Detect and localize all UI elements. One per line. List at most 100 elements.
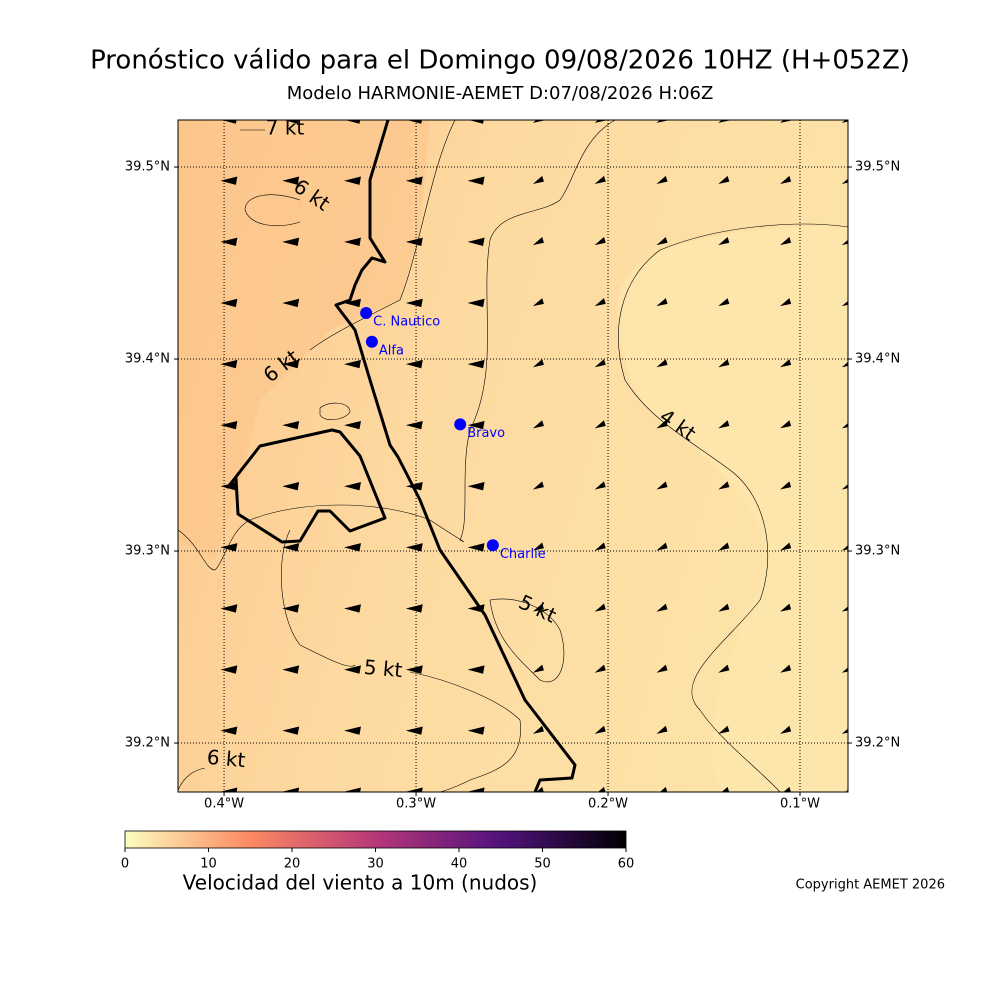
wind-arrow xyxy=(220,543,238,552)
wind-arrow xyxy=(344,176,361,185)
wind-arrow xyxy=(405,726,423,735)
wind-arrow xyxy=(718,298,730,307)
wind-arrow xyxy=(405,665,423,674)
x-tick-label: 0.1°W xyxy=(780,797,820,812)
colorbar-label: Velocidad del viento a 10m (nudos) xyxy=(183,871,538,895)
y-tick-label-right: 39.5°N xyxy=(855,160,900,175)
wind-arrow xyxy=(220,298,238,308)
x-tick-label: 0.4°W xyxy=(204,797,244,812)
station-marker xyxy=(360,306,373,319)
wind-arrow xyxy=(282,359,300,369)
wind-arrow xyxy=(344,420,361,430)
y-tick-label-right: 39.4°N xyxy=(855,352,900,367)
wind-arrow xyxy=(718,420,730,429)
colorbar-tick-label: 0 xyxy=(121,857,129,872)
wind-arrow xyxy=(532,420,544,429)
wind-arrow xyxy=(780,359,792,368)
wind-arrow xyxy=(532,236,544,246)
contour-label: 7 kt xyxy=(266,116,305,140)
weaker-wind-zone xyxy=(617,225,848,792)
wind-arrow xyxy=(656,175,668,184)
wind-arrow xyxy=(718,725,730,734)
wind-arrow xyxy=(405,543,423,552)
wind-arrow xyxy=(405,359,423,369)
colorbar-ticks: 0 10 20 30 40 50 60 xyxy=(121,848,634,872)
wind-arrow xyxy=(220,726,238,735)
y-tick-label: 39.4°N xyxy=(125,352,170,367)
colorbar-tick-label: 60 xyxy=(618,857,635,872)
wind-arrow xyxy=(405,176,423,185)
wind-arrow xyxy=(532,725,544,734)
station-marker xyxy=(486,539,499,552)
stronger-wind-zone xyxy=(178,120,430,560)
wind-arrow xyxy=(344,359,361,369)
wind-arrow xyxy=(594,481,606,490)
wind-arrow xyxy=(718,175,730,184)
y-tick-label: 39.2°N xyxy=(125,736,170,751)
wind-arrow xyxy=(344,482,361,491)
wind-arrow xyxy=(405,420,423,430)
wind-arrow xyxy=(780,542,792,551)
wind-arrow xyxy=(594,236,606,246)
colorbar xyxy=(124,830,627,849)
y-tick-label-right: 39.2°N xyxy=(855,736,900,751)
wind-arrow xyxy=(220,604,238,613)
wind-arrow xyxy=(467,543,485,552)
wind-arrow xyxy=(718,664,730,673)
wind-arrow xyxy=(841,603,848,612)
colorbar-tick-label: 50 xyxy=(534,857,551,872)
wind-arrow xyxy=(718,120,730,123)
wind-arrow xyxy=(841,298,848,307)
wind-arrow xyxy=(594,359,606,368)
contours xyxy=(178,120,848,792)
wind-arrow xyxy=(594,603,606,612)
colorbar-tick-label: 30 xyxy=(367,857,384,872)
wind-arrow xyxy=(532,664,544,673)
y-tick-label-right: 39.3°N xyxy=(855,544,900,559)
colorbar-tick-label: 40 xyxy=(451,857,468,872)
wind-arrow xyxy=(718,359,730,368)
wind-arrow xyxy=(656,603,668,612)
station-label: Charlie xyxy=(500,547,546,562)
wind-arrow xyxy=(282,665,300,674)
wind-arrow xyxy=(344,298,361,308)
wind-arrow xyxy=(656,236,668,246)
wind-arrow xyxy=(656,420,668,429)
wind-arrow xyxy=(467,665,485,674)
wind-arrow xyxy=(656,481,668,490)
wind-arrow xyxy=(405,120,423,124)
subtitle: Modelo HARMONIE-AEMET D:07/08/2026 H:06Z xyxy=(287,83,714,104)
wind-arrow xyxy=(656,298,668,307)
map-area: 7 kt 6 kt 6 kt 4 kt 5 kt 5 kt 6 kt xyxy=(178,116,848,792)
station-marker xyxy=(365,335,378,348)
stations: C. Nautico Alfa Bravo Charlie xyxy=(360,306,546,562)
wind-arrow xyxy=(841,725,848,734)
wind-arrow xyxy=(780,481,792,490)
wind-arrow xyxy=(220,482,238,491)
y-tick-label: 39.3°N xyxy=(125,544,170,559)
wind-arrow xyxy=(780,298,792,307)
wind-arrow xyxy=(282,176,300,185)
wind-arrow xyxy=(532,175,544,184)
x-tick-label: 0.3°W xyxy=(396,797,436,812)
wind-arrow xyxy=(656,664,668,673)
wind-arrow xyxy=(220,665,238,674)
wind-arrow xyxy=(718,236,730,246)
wind-arrow xyxy=(467,482,485,491)
wind-arrow xyxy=(718,786,730,792)
wind-arrow xyxy=(282,726,300,735)
wind-arrow xyxy=(532,120,544,123)
wind-arrow xyxy=(220,420,238,430)
map-frame xyxy=(177,119,849,793)
wind-arrow xyxy=(344,543,361,552)
wind-arrow xyxy=(780,725,792,734)
wind-arrow xyxy=(841,236,848,246)
wind-arrow xyxy=(656,542,668,551)
wind-arrow xyxy=(780,236,792,246)
wind-arrow xyxy=(220,176,238,185)
wind-arrow xyxy=(780,664,792,673)
wind-arrow xyxy=(780,120,792,123)
wind-arrow xyxy=(594,298,606,307)
wind-arrow xyxy=(467,176,485,185)
